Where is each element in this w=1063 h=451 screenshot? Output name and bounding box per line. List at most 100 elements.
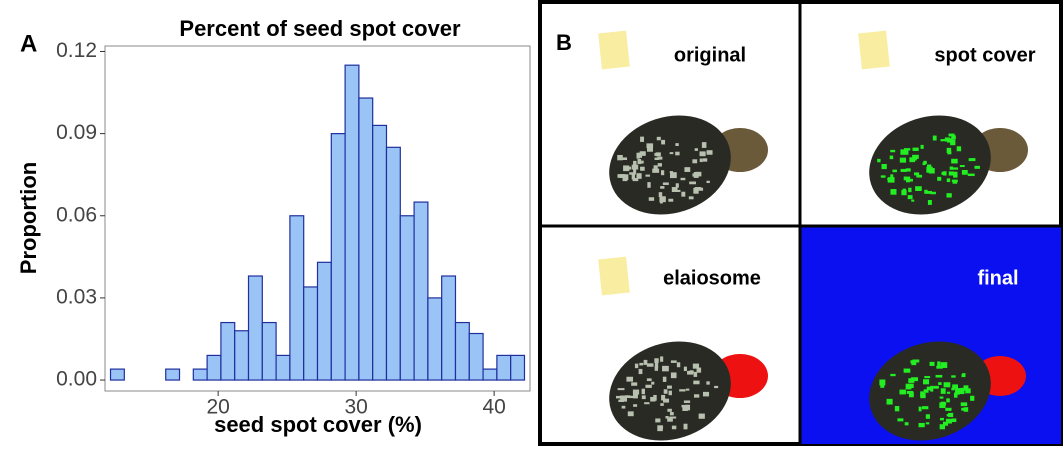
spot — [926, 422, 929, 424]
spot — [684, 424, 688, 430]
spot — [941, 388, 946, 394]
spot — [974, 166, 979, 169]
spot — [655, 362, 658, 368]
spot — [670, 412, 674, 415]
spot — [916, 175, 922, 178]
spot — [642, 395, 646, 399]
spot — [957, 146, 961, 151]
spot — [684, 400, 690, 403]
spot — [949, 171, 954, 175]
chart-title: Percent of seed spot cover — [179, 16, 461, 41]
spot — [699, 414, 705, 419]
spot — [636, 153, 639, 159]
spot — [639, 363, 643, 366]
spot — [714, 386, 718, 388]
spot — [660, 356, 663, 361]
bar — [400, 216, 414, 380]
y-tick-label: 0.00 — [56, 368, 97, 391]
spot — [661, 140, 665, 145]
spot — [645, 175, 650, 177]
spot — [946, 398, 950, 402]
spot — [694, 372, 698, 377]
spot — [649, 197, 654, 201]
spot — [655, 418, 660, 422]
spot — [644, 360, 648, 365]
bar — [290, 216, 304, 380]
spot — [927, 165, 931, 168]
spot — [671, 372, 677, 378]
bar — [428, 298, 442, 380]
spot — [943, 171, 946, 175]
scale-square — [598, 31, 630, 70]
spot — [653, 395, 656, 401]
spot — [881, 175, 886, 177]
spot — [693, 381, 699, 385]
y-tick-label: 0.06 — [56, 203, 97, 226]
spot — [910, 360, 913, 363]
spot — [909, 392, 914, 397]
spot — [679, 389, 685, 391]
spot — [961, 402, 967, 406]
spot — [965, 388, 970, 393]
bar — [166, 369, 180, 380]
spot — [659, 192, 663, 197]
spot — [901, 169, 907, 172]
spot — [946, 193, 951, 197]
scale-square — [858, 31, 890, 70]
spot — [660, 186, 664, 189]
bar — [318, 262, 332, 380]
spot — [945, 408, 951, 411]
spot — [971, 158, 975, 161]
spot — [936, 375, 943, 378]
spot — [640, 167, 645, 171]
spot — [951, 135, 956, 139]
spot — [912, 155, 919, 159]
spot — [913, 148, 919, 151]
image-label: spot cover — [934, 44, 1035, 66]
spot — [626, 377, 633, 382]
spot — [937, 361, 940, 366]
spot — [689, 196, 694, 199]
bar — [111, 369, 125, 380]
spot — [921, 145, 924, 149]
spot — [881, 164, 886, 169]
spot — [924, 376, 930, 378]
spot — [947, 178, 950, 182]
spot — [940, 424, 945, 429]
spot — [952, 418, 957, 422]
spot — [669, 417, 676, 419]
spot — [947, 392, 950, 394]
spot — [953, 167, 958, 169]
spot — [890, 150, 895, 152]
spot — [933, 136, 937, 141]
spot — [647, 378, 652, 381]
spot — [940, 396, 944, 398]
bar — [304, 287, 318, 380]
spot — [919, 407, 922, 412]
spot — [929, 168, 935, 173]
spot — [879, 380, 885, 386]
spot — [639, 161, 643, 164]
spot — [951, 375, 955, 377]
spot — [908, 188, 911, 192]
spot — [686, 389, 689, 391]
spot — [633, 393, 638, 399]
bar — [455, 323, 469, 381]
spot — [675, 143, 678, 146]
spot — [950, 167, 953, 170]
spot — [655, 158, 660, 160]
bar — [483, 369, 497, 380]
y-axis-label: Proportion — [16, 162, 41, 274]
spot — [640, 137, 644, 142]
bar — [386, 147, 400, 380]
spot — [904, 369, 911, 373]
bar — [469, 334, 483, 381]
spot — [676, 183, 679, 187]
bar — [193, 369, 207, 380]
spot — [952, 180, 958, 182]
spot — [895, 406, 899, 411]
figure: A Percent of seed spot cover seed spot c… — [0, 0, 1063, 446]
spot — [693, 188, 698, 194]
spot — [911, 200, 914, 202]
spot — [633, 404, 637, 407]
